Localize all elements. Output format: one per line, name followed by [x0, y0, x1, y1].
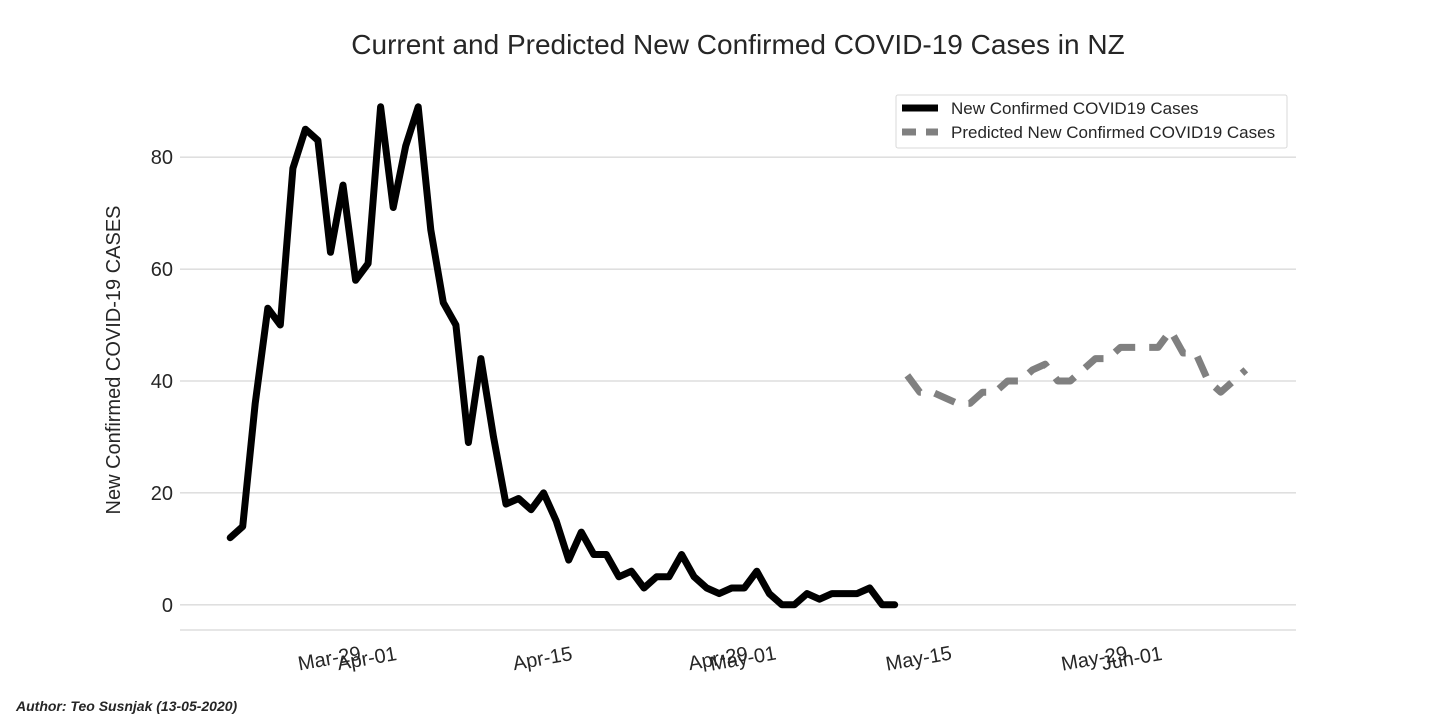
legend-label-predicted: Predicted New Confirmed COVID19 Cases [951, 123, 1275, 142]
x-tick-label: May-15 [884, 642, 954, 675]
y-tick-label: 20 [151, 483, 173, 505]
legend: New Confirmed COVID19 Cases Predicted Ne… [895, 94, 1288, 149]
y-tick-label: 80 [151, 147, 173, 169]
legend-frame [895, 94, 1288, 149]
y-tick-label: 40 [151, 371, 173, 393]
legend-label-actual: New Confirmed COVID19 Cases [951, 99, 1199, 118]
series-layer [226, 103, 1249, 609]
series-line-actual [226, 103, 899, 609]
series-line-predicted [904, 327, 1249, 407]
y-axis-label: New Confirmed COVID-19 CASES [103, 206, 125, 515]
author-credit: Author: Teo Susnjak (13-05-2020) [16, 698, 238, 714]
y-tick-label: 60 [151, 259, 173, 281]
y-tick-labels: 0 20 40 60 80 [151, 147, 173, 617]
x-tick-label: Apr-15 [511, 643, 574, 675]
y-tick-label: 0 [162, 595, 173, 617]
chart-title: Current and Predicted New Confirmed COVI… [351, 29, 1124, 60]
